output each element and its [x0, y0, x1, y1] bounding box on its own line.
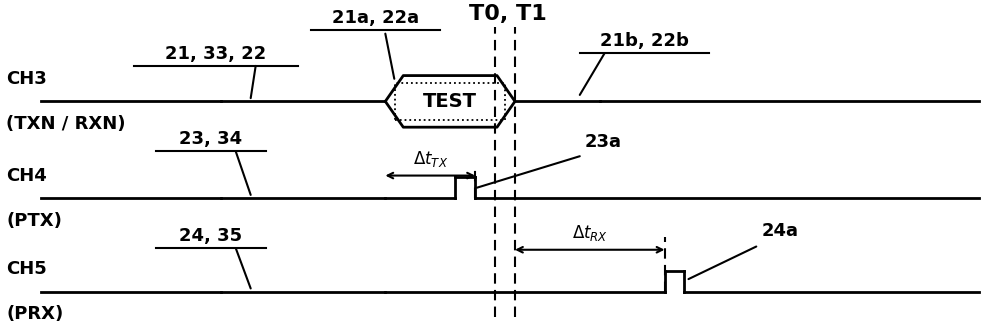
Text: 23, 34: 23, 34	[179, 130, 242, 148]
Text: CH4: CH4	[6, 166, 47, 185]
Text: CH5: CH5	[6, 260, 47, 278]
Text: $\Delta t_{TX}$: $\Delta t_{TX}$	[413, 149, 448, 169]
Text: 23a: 23a	[585, 133, 622, 151]
Text: 24, 35: 24, 35	[179, 227, 242, 245]
Text: (TXN / RXN): (TXN / RXN)	[6, 115, 126, 133]
Text: TEST: TEST	[423, 92, 477, 111]
Bar	[395, 83, 505, 120]
Text: 21b, 22b: 21b, 22b	[600, 32, 689, 50]
Text: (PRX): (PRX)	[6, 305, 64, 323]
Text: $\Delta t_{RX}$: $\Delta t_{RX}$	[572, 223, 608, 243]
Text: 24a: 24a	[761, 222, 798, 240]
Text: T0, T1: T0, T1	[469, 4, 547, 24]
Text: CH3: CH3	[6, 70, 47, 88]
Text: 21a, 22a: 21a, 22a	[332, 9, 419, 27]
Text: (PTX): (PTX)	[6, 212, 62, 230]
Text: 21, 33, 22: 21, 33, 22	[165, 45, 266, 63]
